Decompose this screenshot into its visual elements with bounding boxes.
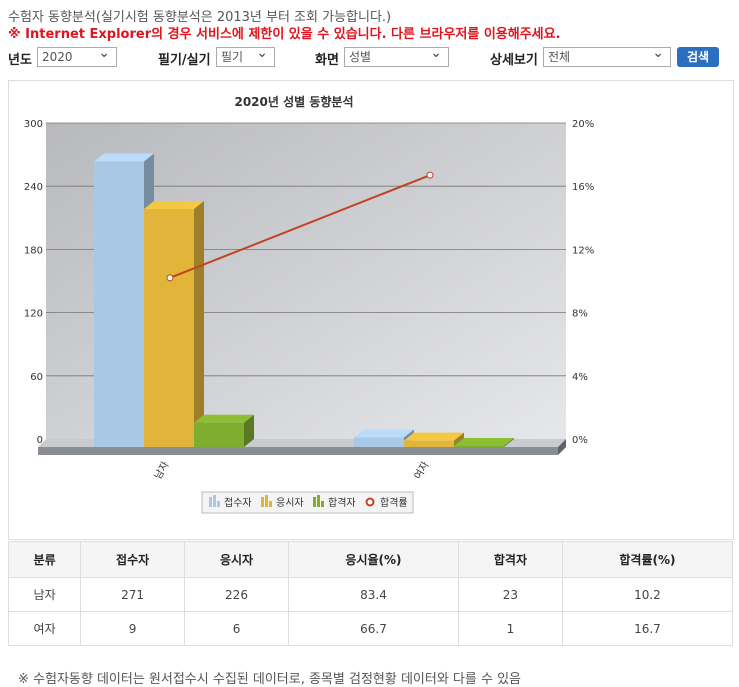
bar-top	[144, 200, 204, 209]
table-row: 남자 271 226 83.4 23 10.2	[7, 577, 734, 612]
browser-warning: ※ Internet Explorer의 경우 서비스에 제한이 있을 수 있습…	[8, 27, 561, 42]
view-select[interactable]: 성별	[344, 44, 449, 67]
bar-side	[454, 432, 464, 447]
bar-side	[194, 200, 204, 447]
bar-합격자	[454, 445, 504, 447]
table-cell: 10.2	[561, 577, 734, 612]
column-header: 분류	[7, 541, 82, 578]
y2-tick-label: 8%	[572, 309, 588, 320]
line-합격률	[169, 174, 431, 279]
legend-label: 접수자	[224, 497, 252, 509]
table-cell: 83.4	[287, 577, 460, 612]
detail-label: 상세보기	[490, 53, 538, 68]
table-cell: 남자	[7, 577, 82, 612]
line-point	[166, 274, 174, 282]
table-cell: 1	[458, 611, 563, 646]
legend-bar-icon	[317, 495, 320, 507]
y-tick-label: 180	[24, 245, 43, 256]
y2-tick-label: 16%	[572, 182, 594, 193]
bar-top	[404, 432, 464, 441]
table-cell: 16.7	[561, 611, 734, 646]
bar-side	[504, 437, 514, 447]
year-label: 년도	[8, 53, 32, 68]
y-tick-label: 0	[37, 435, 43, 446]
x-tick-label: 여자	[412, 460, 432, 482]
bar-side	[244, 414, 254, 447]
stats-table: 분류 접수자 응시자 응시율(%) 합격자 합격률(%) 남자 271 226 83.4 23 10…	[7, 541, 734, 646]
y-tick-label: 300	[24, 119, 43, 130]
filter-bar: 년도 2020 필기/실기 필기 화면 성별 상세보기 전체 검색	[8, 44, 733, 69]
bar-접수자	[354, 437, 404, 447]
bar-top	[454, 437, 514, 446]
bar-접수자	[94, 161, 144, 447]
legend-bar-icon	[217, 501, 220, 507]
column-header: 응시율(%)	[287, 541, 460, 578]
column-header: 응시자	[184, 541, 289, 578]
chart-title: 2020년 성별 동향분석	[234, 94, 353, 109]
legend-line-icon	[365, 497, 375, 507]
table-cell: 271	[80, 577, 186, 612]
legend-bar-icon	[269, 501, 272, 507]
detail-select[interactable]: 전체	[543, 44, 671, 67]
type-label: 필기/실기	[158, 53, 211, 68]
chart: 2020년 성별 동향분석 0 60 120 180 240 300 0% 4% 8% 12% 16…	[24, 94, 594, 514]
column-header: 접수자	[80, 541, 186, 578]
chart-container: 2020년 성별 동향분석 0 60 120 180 240 300 0% 4% 8% 12% 16…	[8, 80, 734, 540]
bar-top	[94, 153, 154, 162]
bar-top	[354, 429, 414, 438]
x-tick-label: 남자	[152, 460, 172, 482]
line-point	[426, 171, 434, 179]
y2-tick-label: 20%	[572, 119, 594, 130]
page-title: 수험자 동향분석(실기시험 동향분석은 2013년 부터 조회 가능합니다.)	[8, 10, 392, 25]
search-button[interactable]: 검색	[677, 47, 719, 67]
legend: 접수자 응시자 합격자 합격률	[201, 491, 414, 514]
y2-tick-label: 4%	[572, 372, 588, 383]
table-cell: 6	[184, 611, 289, 646]
legend-bar-icon	[265, 495, 268, 507]
year-select[interactable]: 2020	[37, 44, 117, 67]
legend-bar-icon	[213, 495, 216, 507]
column-header: 합격률(%)	[561, 541, 734, 578]
table-cell: 66.7	[287, 611, 460, 646]
view-label: 화면	[315, 53, 339, 68]
y-tick-label: 60	[30, 372, 43, 383]
legend-bar-icon	[313, 497, 316, 507]
y-tick-label: 240	[24, 182, 43, 193]
legend-label: 합격률	[380, 496, 408, 509]
type-select[interactable]: 필기	[216, 44, 275, 67]
table-cell: 여자	[7, 611, 82, 646]
table-row: 여자 9 6 66.7 1 16.7	[7, 611, 734, 646]
bar-응시자	[404, 440, 454, 447]
legend-bar-icon	[209, 497, 212, 507]
column-header: 합격자	[458, 541, 563, 578]
legend-bar-icon	[321, 501, 324, 507]
legend-bar-icon	[261, 497, 264, 507]
y2-tick-label: 12%	[572, 245, 594, 256]
y2-tick-label: 0%	[572, 435, 588, 446]
table-cell: 23	[458, 577, 563, 612]
plot-floor-side	[558, 439, 566, 455]
legend-label: 응시자	[276, 497, 304, 509]
table-cell: 226	[184, 577, 289, 612]
legend-box	[201, 491, 414, 514]
bar-합격자	[194, 422, 244, 447]
footnote: ※ 수험자동향 데이터는 원서접수시 수집된 데이터로, 종목별 검정현황 데이…	[18, 672, 522, 687]
table-cell: 9	[80, 611, 186, 646]
plot-floor-edge	[38, 447, 558, 455]
legend-label: 합격자	[328, 496, 356, 509]
y-tick-label: 120	[24, 309, 43, 320]
bar-응시자	[144, 208, 194, 447]
bar-top	[194, 414, 254, 423]
